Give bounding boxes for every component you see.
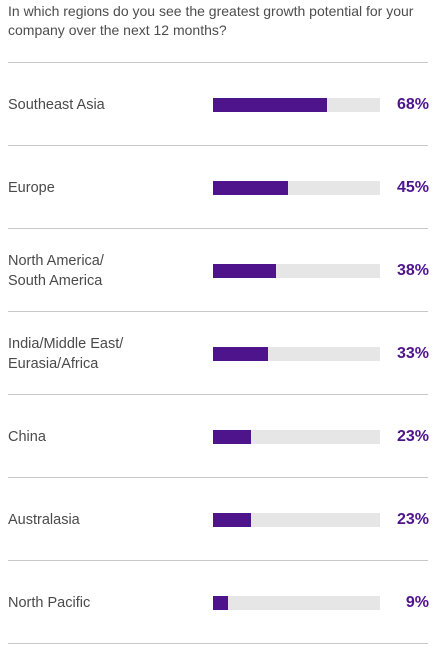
value-label: 23%	[396, 510, 429, 528]
category-label: Australasia	[8, 511, 80, 528]
value-label: 45%	[396, 178, 429, 196]
value-label: 38%	[396, 261, 429, 279]
row-divider	[8, 228, 428, 229]
bar-track	[213, 512, 380, 527]
row-divider	[8, 62, 428, 63]
row-divider	[8, 311, 428, 312]
row-divider	[8, 643, 428, 644]
bar-track	[213, 346, 380, 361]
bar-track	[213, 429, 380, 444]
bar-row: Australasia 23%	[0, 478, 436, 561]
bar-track	[213, 97, 380, 112]
value-label: 33%	[396, 344, 429, 362]
bar	[213, 180, 288, 195]
value-label: 23%	[396, 427, 429, 445]
bar	[213, 512, 251, 527]
category-label: India/Middle East/Eurasia/Africa	[8, 335, 124, 372]
bar-row: Europe 45%	[0, 146, 436, 229]
bar-track	[213, 180, 380, 195]
category-label: Southeast Asia	[8, 96, 105, 113]
bar	[213, 595, 228, 610]
bar	[213, 97, 327, 112]
bar	[213, 429, 251, 444]
row-divider	[8, 477, 428, 478]
bar	[213, 346, 268, 361]
value-label: 68%	[396, 95, 429, 113]
bar-row: North Pacific 9%	[0, 561, 436, 644]
row-divider	[8, 145, 428, 146]
category-label: Europe	[8, 179, 55, 196]
value-label: 9%	[405, 593, 429, 611]
row-divider	[8, 394, 428, 395]
category-label: China	[8, 428, 46, 445]
bar-row: India/Middle East/Eurasia/Africa 33%	[0, 312, 436, 395]
category-label: North America/South America	[8, 252, 104, 289]
bar-row: North America/South America 38%	[0, 229, 436, 312]
bar-track	[213, 595, 380, 610]
question-title: In which regions do you see the greatest…	[8, 3, 414, 38]
row-divider	[8, 560, 428, 561]
bar-row: China 23%	[0, 395, 436, 478]
bar-track	[213, 263, 380, 278]
category-label: North Pacific	[8, 594, 91, 611]
bar-row: Southeast Asia 68%	[0, 63, 436, 146]
bar	[213, 263, 276, 278]
